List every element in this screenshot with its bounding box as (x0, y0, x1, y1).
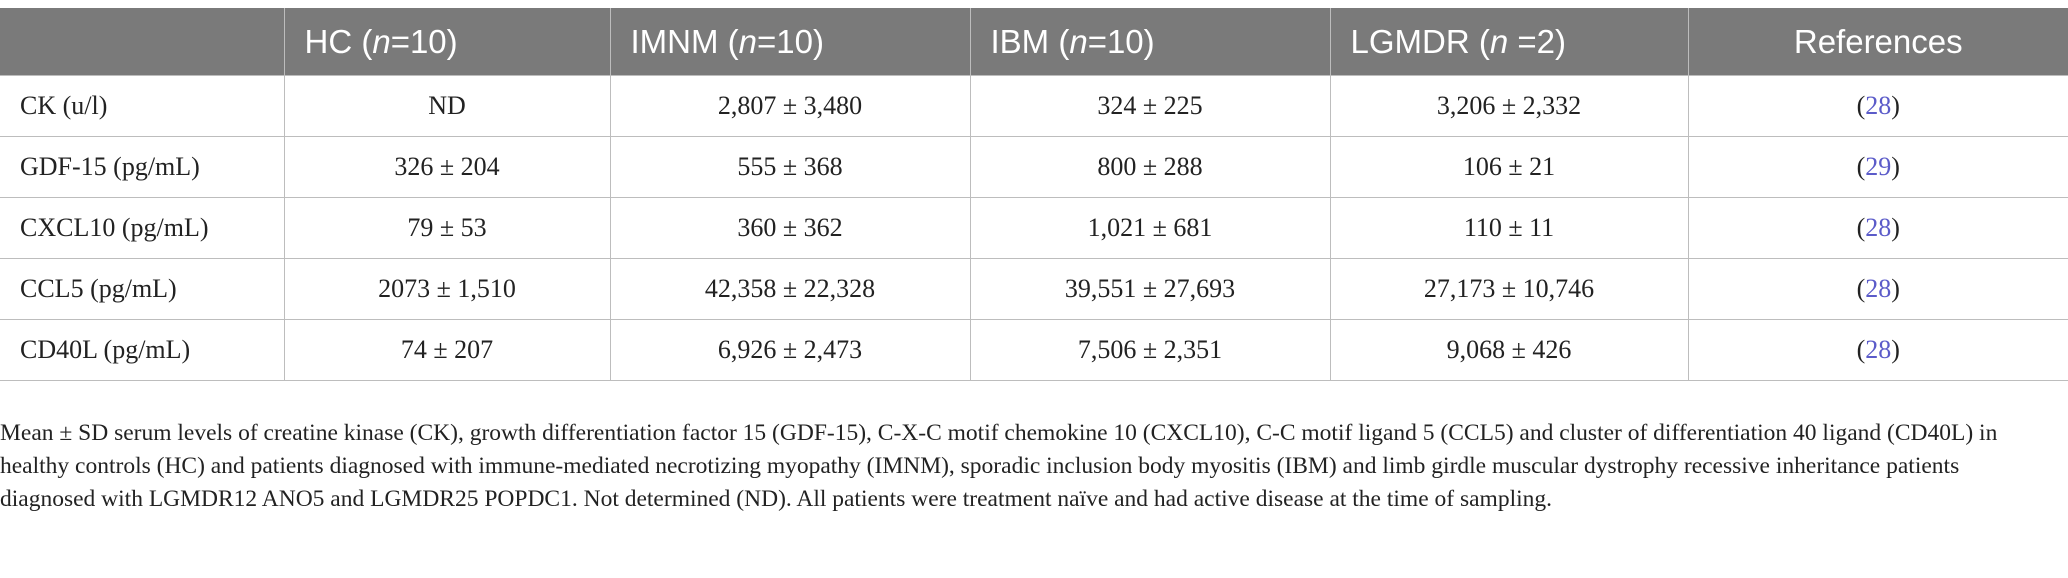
reference-link[interactable]: 28 (1865, 91, 1892, 120)
header-cell-ibm: IBM (n=10) (970, 8, 1331, 76)
cell-lgmdr: 27,173 ± 10,746 (1330, 258, 1689, 320)
header-row: HC (n=10) IMNM (n=10) IBM (n=10) LGMDR (… (0, 8, 2068, 76)
cell-lgmdr: 106 ± 21 (1330, 136, 1689, 198)
cell-reference: (28) (1688, 197, 2068, 259)
header-cell-hc: HC (n=10) (284, 8, 611, 76)
reference-link[interactable]: 28 (1865, 274, 1892, 303)
row-label: CCL5 (pg/mL) (0, 258, 285, 320)
row-label: CD40L (pg/mL) (0, 319, 285, 381)
cell-lgmdr: 3,206 ± 2,332 (1330, 75, 1689, 137)
cell-ibm: 7,506 ± 2,351 (970, 319, 1331, 381)
cell-lgmdr: 9,068 ± 426 (1330, 319, 1689, 381)
cell-imnm: 6,926 ± 2,473 (610, 319, 971, 381)
table-container: HC (n=10) IMNM (n=10) IBM (n=10) LGMDR (… (0, 8, 2068, 512)
cell-imnm: 2,807 ± 3,480 (610, 75, 971, 137)
cell-ibm: 39,551 ± 27,693 (970, 258, 1331, 320)
header-cell-empty (0, 8, 285, 76)
table-body: CK (u/l) ND 2,807 ± 3,480 324 ± 225 3,20… (0, 75, 2068, 381)
header-cell-imnm: IMNM (n=10) (610, 8, 971, 76)
cell-imnm: 42,358 ± 22,328 (610, 258, 971, 320)
row-label: CXCL10 (pg/mL) (0, 197, 285, 259)
cell-reference: (28) (1688, 258, 2068, 320)
cell-reference: (28) (1688, 75, 2068, 137)
table-header: HC (n=10) IMNM (n=10) IBM (n=10) LGMDR (… (0, 8, 2068, 76)
reference-link[interactable]: 28 (1865, 335, 1892, 364)
reference-link[interactable]: 28 (1865, 213, 1892, 242)
cell-reference: (29) (1688, 136, 2068, 198)
cell-hc: ND (284, 75, 611, 137)
row-label: CK (u/l) (0, 75, 285, 137)
cell-reference: (28) (1688, 319, 2068, 381)
table-row: CCL5 (pg/mL) 2073 ± 1,510 42,358 ± 22,32… (0, 258, 2068, 320)
cell-lgmdr: 110 ± 11 (1330, 197, 1689, 259)
cell-hc: 79 ± 53 (284, 197, 611, 259)
cell-imnm: 360 ± 362 (610, 197, 971, 259)
table-row: CD40L (pg/mL) 74 ± 207 6,926 ± 2,473 7,5… (0, 319, 2068, 381)
cell-imnm: 555 ± 368 (610, 136, 971, 198)
header-cell-lgmdr: LGMDR (n =2) (1330, 8, 1689, 76)
table-row: CXCL10 (pg/mL) 79 ± 53 360 ± 362 1,021 ±… (0, 197, 2068, 259)
table-row: GDF-15 (pg/mL) 326 ± 204 555 ± 368 800 ±… (0, 136, 2068, 198)
cell-ibm: 1,021 ± 681 (970, 197, 1331, 259)
table-row: CK (u/l) ND 2,807 ± 3,480 324 ± 225 3,20… (0, 75, 2068, 137)
header-cell-references: References (1793, 22, 1963, 60)
cell-ibm: 324 ± 225 (970, 75, 1331, 137)
data-table: HC (n=10) IMNM (n=10) IBM (n=10) LGMDR (… (0, 8, 2068, 381)
cell-hc: 2073 ± 1,510 (284, 258, 611, 320)
reference-link[interactable]: 29 (1865, 152, 1892, 181)
table-footnote: Mean ± SD serum levels of creatine kinas… (0, 420, 1998, 512)
cell-hc: 326 ± 204 (284, 136, 611, 198)
row-label: GDF-15 (pg/mL) (0, 136, 285, 198)
cell-hc: 74 ± 207 (284, 319, 611, 381)
cell-ibm: 800 ± 288 (970, 136, 1331, 198)
